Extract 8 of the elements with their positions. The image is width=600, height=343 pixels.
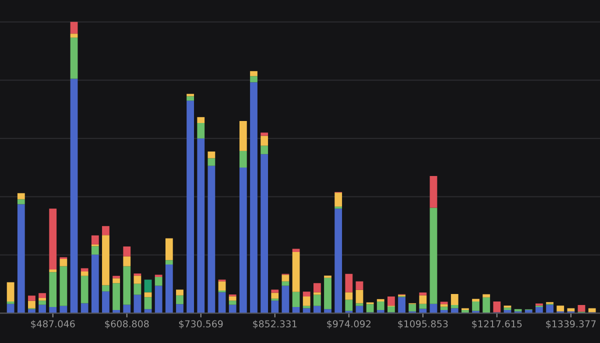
- x-tick-label: $730.569: [179, 320, 223, 329]
- x-tick-label: $1095.853: [398, 320, 448, 329]
- x-tick-label: $1339.377: [546, 320, 596, 329]
- x-tick-label: $608.808: [105, 320, 149, 329]
- x-tick-label: $487.046: [31, 320, 75, 329]
- x-tick-label: $852.331: [253, 320, 297, 329]
- x-tick-label: $1217.615: [472, 320, 522, 329]
- x-tick-label: $974.092: [327, 320, 370, 329]
